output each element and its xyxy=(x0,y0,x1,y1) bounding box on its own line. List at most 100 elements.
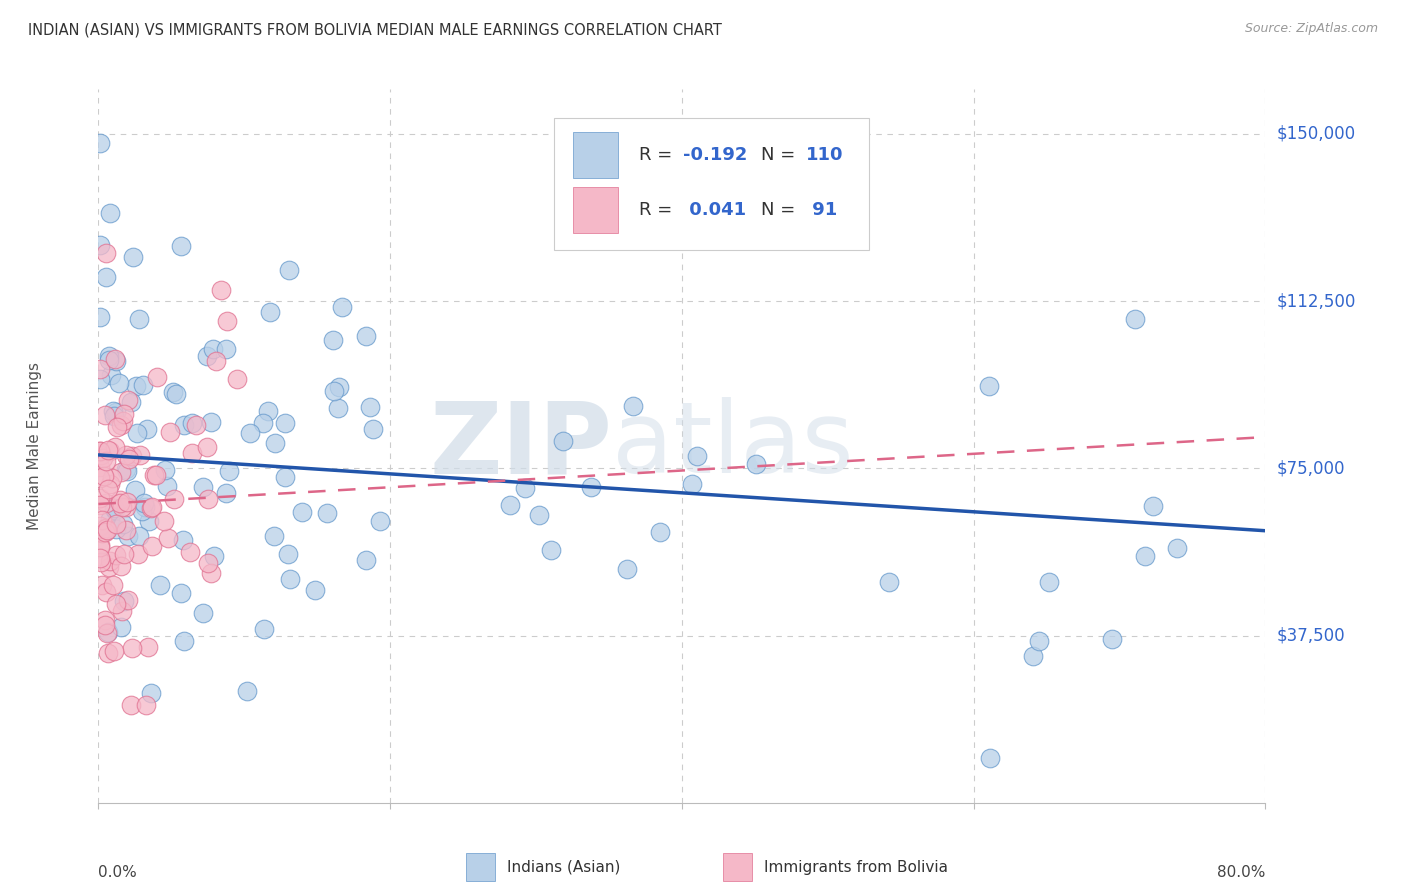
Point xyxy=(170,239,193,253)
Point xyxy=(103,404,125,418)
Point xyxy=(101,470,124,484)
Point xyxy=(172,533,194,547)
Point xyxy=(112,547,135,561)
Text: Indians (Asian): Indians (Asian) xyxy=(508,860,620,874)
Point xyxy=(141,539,163,553)
Point xyxy=(114,500,136,515)
Point xyxy=(149,578,172,592)
Point xyxy=(89,471,111,485)
Point xyxy=(98,443,121,458)
Point xyxy=(304,583,326,598)
Point xyxy=(181,446,204,460)
Point xyxy=(141,500,163,514)
Point xyxy=(326,401,349,415)
Point xyxy=(1133,549,1156,564)
Text: INDIAN (ASIAN) VS IMMIGRANTS FROM BOLIVIA MEDIAN MALE EARNINGS CORRELATION CHART: INDIAN (ASIAN) VS IMMIGRANTS FROM BOLIVI… xyxy=(28,22,723,37)
Point xyxy=(115,494,138,508)
Point xyxy=(363,422,385,436)
Point xyxy=(94,618,117,632)
Point xyxy=(135,422,157,436)
Point xyxy=(89,550,111,565)
Point xyxy=(115,464,138,478)
Point xyxy=(191,606,214,620)
Point xyxy=(315,506,337,520)
Point xyxy=(96,524,118,538)
Point xyxy=(540,542,562,557)
Point xyxy=(1166,541,1188,555)
Point xyxy=(105,516,128,531)
FancyBboxPatch shape xyxy=(574,187,617,234)
Point xyxy=(98,353,121,368)
Point xyxy=(877,575,900,590)
Point xyxy=(121,640,143,655)
Point xyxy=(89,459,111,474)
Point xyxy=(121,250,143,264)
Point xyxy=(93,468,115,483)
Point xyxy=(263,529,285,543)
Point xyxy=(98,349,121,363)
Point xyxy=(105,420,128,434)
Point xyxy=(90,578,112,592)
Point xyxy=(98,477,121,491)
Point xyxy=(291,505,314,519)
Point xyxy=(90,448,112,462)
Point xyxy=(111,516,134,531)
Text: 0.0%: 0.0% xyxy=(98,865,138,880)
Point xyxy=(90,555,112,569)
Point xyxy=(197,492,219,507)
Point xyxy=(110,466,132,480)
Point xyxy=(97,646,120,660)
Point xyxy=(215,314,238,328)
Point xyxy=(110,417,132,432)
Point xyxy=(108,496,131,510)
Point xyxy=(118,451,141,466)
Point xyxy=(89,444,111,458)
Point xyxy=(218,464,240,478)
Point xyxy=(621,400,644,414)
Point xyxy=(121,449,143,463)
Point xyxy=(359,400,381,414)
Text: ZIP: ZIP xyxy=(429,398,612,494)
Point xyxy=(499,498,522,512)
Text: $112,500: $112,500 xyxy=(1277,292,1357,310)
Text: Median Male Earnings: Median Male Earnings xyxy=(27,362,42,530)
Text: $37,500: $37,500 xyxy=(1277,626,1346,645)
Point xyxy=(91,523,114,537)
Point xyxy=(103,644,125,658)
Point xyxy=(170,586,193,600)
Point xyxy=(128,311,150,326)
Point xyxy=(89,518,111,533)
Point xyxy=(96,625,118,640)
Point xyxy=(200,415,222,429)
Point xyxy=(97,443,120,458)
Point xyxy=(111,604,134,618)
Point xyxy=(117,593,139,607)
Point xyxy=(202,549,225,563)
Text: 110: 110 xyxy=(806,146,844,164)
Point xyxy=(236,684,259,698)
Point xyxy=(89,362,111,376)
Point xyxy=(97,625,120,640)
Point xyxy=(128,529,150,543)
Point xyxy=(110,620,132,634)
Point xyxy=(93,524,115,539)
Text: $75,000: $75,000 xyxy=(1277,459,1346,477)
Point xyxy=(156,479,179,493)
Point xyxy=(110,493,132,508)
Text: -0.192: -0.192 xyxy=(683,146,748,164)
Point xyxy=(330,301,353,315)
Point xyxy=(173,418,195,433)
Point xyxy=(277,547,299,561)
Point xyxy=(257,403,280,417)
Point xyxy=(252,416,274,430)
FancyBboxPatch shape xyxy=(723,853,752,881)
Point xyxy=(89,372,111,386)
Point xyxy=(89,540,111,554)
Text: 0.041: 0.041 xyxy=(683,202,747,219)
Point xyxy=(1038,575,1060,590)
Point xyxy=(103,409,125,423)
Point xyxy=(215,486,238,500)
Point xyxy=(1123,312,1146,326)
Point xyxy=(581,480,603,494)
Point xyxy=(112,594,135,608)
